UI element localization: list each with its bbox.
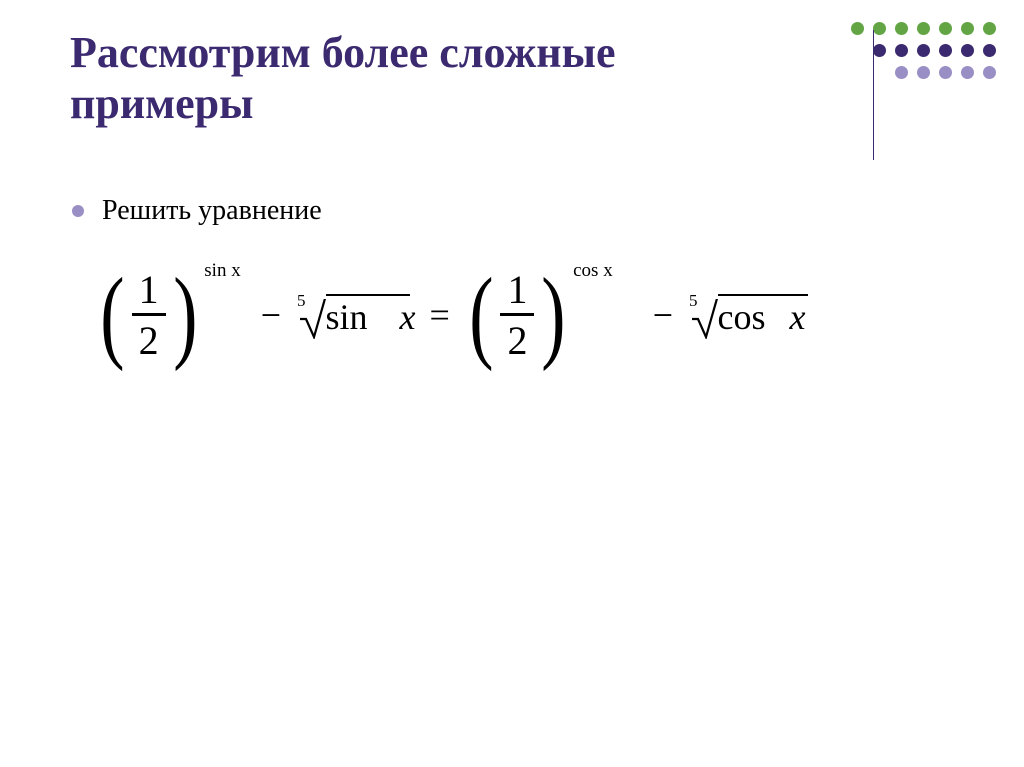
equals-sign: = [430, 294, 450, 336]
fraction-right: ( 1 2 ) [464, 270, 571, 361]
cos-label: cos [718, 297, 766, 337]
dot-icon [917, 44, 930, 57]
fraction-body: 1 2 [130, 270, 168, 361]
paren-left-icon: ( [469, 271, 493, 359]
variable-x: x [790, 297, 806, 337]
root-left: 5 sin x [289, 293, 416, 338]
root-right: 5 cos x [681, 293, 805, 338]
dot-icon [961, 22, 974, 35]
paren-left-icon: ( [100, 271, 124, 359]
exponent-right: cos x [573, 260, 613, 282]
denominator: 2 [139, 321, 159, 361]
paren-right-icon: ) [173, 271, 197, 359]
dot-icon [939, 66, 952, 79]
bullet-text: Решить уравнение [102, 195, 322, 227]
minus-sign: − [261, 294, 281, 336]
variable-x: x [400, 297, 416, 337]
dot-icon [873, 22, 886, 35]
dot-icon [917, 22, 930, 35]
slide: Рассмотрим более сложные примеры Решить … [0, 0, 1024, 767]
dot-icon [873, 44, 886, 57]
vertical-divider [873, 30, 874, 160]
sin-label: sin [326, 297, 368, 337]
slide-title: Рассмотрим более сложные примеры [70, 28, 790, 129]
dot-icon [939, 44, 952, 57]
dot-icon [983, 44, 996, 57]
dot-icon [939, 22, 952, 35]
exponent-left: sin x [204, 260, 240, 282]
denominator: 2 [507, 321, 527, 361]
radical-icon: sin x [298, 293, 416, 338]
dot-icon [895, 66, 908, 79]
equation: ( 1 2 ) sin x − 5 sin [95, 255, 806, 375]
fraction-body: 1 2 [498, 270, 536, 361]
dot-icon [895, 22, 908, 35]
dot-icon [851, 22, 864, 35]
radical-icon: cos x [690, 293, 806, 338]
dot-icon [961, 66, 974, 79]
numerator: 1 [139, 270, 159, 310]
dot-icon [917, 66, 930, 79]
sin-overlined: sin [326, 296, 368, 338]
dot-icon [895, 44, 908, 57]
bullet-icon [72, 205, 84, 217]
fraction-left: ( 1 2 ) [95, 270, 202, 361]
dot-icon [983, 22, 996, 35]
numerator: 1 [507, 270, 527, 310]
minus-sign: − [653, 294, 673, 336]
bullet-item: Решить уравнение [72, 195, 322, 227]
radical-bar [718, 294, 808, 296]
dot-icon [961, 44, 974, 57]
fraction-bar [132, 313, 166, 316]
dot-icon [983, 66, 996, 79]
fraction-bar [500, 313, 534, 316]
paren-right-icon: ) [542, 271, 566, 359]
